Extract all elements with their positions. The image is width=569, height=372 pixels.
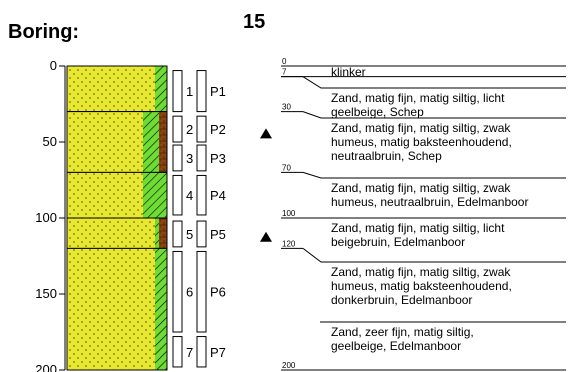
depth-label: 70 [282,163,291,172]
depth-label: 120 [282,239,296,248]
sample-box [172,144,183,172]
layer-descriptions: 0 klinker 7 Zand, matig fijn, matig siltig,… [281,57,566,371]
boring-number: 15 [243,11,265,33]
description-line: geelbeige, Schep [331,105,424,119]
description-line: Zand, matig fijn, matig siltig, licht [331,91,505,105]
axis-tick-label: 50 [43,134,57,149]
depth-label: 30 [282,103,291,112]
axis-tick-label: 150 [35,286,57,301]
description-line: Zand, matig fijn, matig siltig, licht [331,221,505,235]
sample-label: 1 [186,84,193,99]
description-line: donkerbruin, Edelmanboor [331,293,472,307]
depth-label: 100 [282,209,296,218]
sample-box [196,70,207,113]
sample-columns: 1 2 3 4 5 6 7 P1 P2 P3 P4 P5 P6 P7 [172,70,226,368]
layer-outline [66,247,168,371]
sample-box [172,220,183,248]
description-line: geelbeige, Edelmanboor [331,339,461,353]
description-line: beigebruin, Edelmanboor [331,235,465,249]
sample-box [196,250,207,333]
sample-label: P5 [210,227,226,242]
layer-connector [302,111,566,119]
description-line: Zand, zeer fijn, matig siltig, [331,325,474,339]
sand-layer [67,248,155,370]
sample-label: 5 [186,227,193,242]
layer-connector [302,248,566,263]
description-line: Zand, matig fijn, matig siltig, zwak [331,265,511,279]
sample-box [196,115,207,143]
sample-box [172,336,183,368]
sample-box [196,144,207,172]
sample-box [196,336,207,368]
axis-tick-label: 0 [50,58,57,73]
depth-label: 7 [282,68,287,77]
humus-hatch [155,218,159,249]
sample-label: P7 [210,345,226,360]
sample-box [196,220,207,248]
sample-label: P1 [210,84,226,99]
depth-axis: 0 50 100 150 200 [35,58,66,372]
depth-label: 0 [282,57,287,66]
sample-label: 3 [186,151,193,166]
description-line: humeus, matig baksteenhoudend, [331,135,512,149]
sand-layer [67,172,143,218]
layer-connector [302,171,566,179]
sample-label: P6 [210,285,226,300]
description-line: Zand, matig fijn, matig siltig, zwak [331,181,511,195]
humus-hatch [155,248,167,370]
sample-box [172,174,183,216]
description-line: Zand, matig fijn, matig siltig, zwak [331,121,511,135]
humus-hatch [143,111,159,173]
sample-box [172,250,183,333]
description-line: klinker [331,65,366,79]
sample-label: P3 [210,151,226,166]
sample-label: 7 [186,345,193,360]
layer-connector [302,76,566,89]
sand-layer [67,66,155,112]
humus-hatch [155,66,167,112]
sample-label: 6 [186,285,193,300]
humus-hatch [143,172,167,218]
sample-label: P4 [210,188,226,203]
axis-tick-label: 200 [35,362,57,372]
sample-label: 2 [186,122,193,137]
brick-layer [159,111,167,173]
boring-label: Boring: [8,21,79,43]
sample-box [172,70,183,113]
sample-label: 4 [186,188,193,203]
groundwater-triangle-icon [260,128,272,139]
sand-layer [67,218,155,249]
description-line: neutraalbruin, Schep [331,149,442,163]
sample-label: P2 [210,122,226,137]
description-line: humeus, neutraalbruin, Edelmanboor [331,195,528,209]
description-line: humeus, matig baksteenhoudend, [331,279,512,293]
brick-layer [159,218,167,249]
water-levels [260,128,272,242]
sample-box [196,174,207,216]
soil-column [66,65,168,371]
axis-tick-label: 100 [35,210,57,225]
end-depth-label: 200 [282,361,296,370]
sample-box [172,115,183,143]
sand-layer [67,111,143,173]
groundwater-triangle-icon [260,231,272,242]
